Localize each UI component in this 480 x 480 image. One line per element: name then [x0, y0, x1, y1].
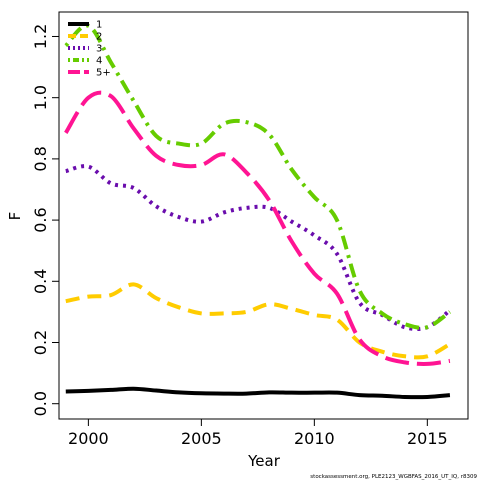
- x-axis: 2000 2005 2010 2015: [68, 419, 448, 448]
- y-axis: 0.0 0.2 0.4 0.6 0.8 1.0 1.2: [31, 24, 59, 416]
- y-tick-label: 0.2: [31, 330, 50, 355]
- x-tick-label: 2000: [68, 429, 109, 448]
- x-tick-label: 2010: [294, 429, 335, 448]
- series-layer: [64, 23, 452, 400]
- x-tick-label: 2015: [407, 429, 448, 448]
- y-tick-label: 0.0: [31, 391, 50, 416]
- series-line-4: [64, 23, 452, 330]
- y-tick-label: 1.0: [31, 85, 50, 110]
- x-tick-label: 2005: [181, 429, 222, 448]
- legend-label: 1: [96, 20, 102, 31]
- legend-label: 4: [96, 56, 102, 67]
- legend-label: 2: [96, 32, 102, 43]
- legend-label: 3: [96, 44, 102, 55]
- x-axis-label: Year: [247, 452, 281, 470]
- legend-label: 5+: [96, 68, 111, 79]
- y-tick-label: 0.6: [31, 207, 50, 232]
- footer-text: stockassessment.org, PLE2123_WGBFAS_2016…: [310, 474, 477, 480]
- series-line-2: [65, 282, 451, 360]
- series-line-1: [65, 386, 451, 400]
- series-line-3: [65, 164, 452, 332]
- y-tick-label: 1.2: [31, 24, 50, 49]
- y-tick-label: 0.8: [31, 146, 50, 171]
- y-axis-label: F: [6, 212, 24, 221]
- y-tick-label: 0.4: [31, 269, 50, 294]
- plot-frame: [58, 11, 469, 420]
- series-line-5: [64, 90, 451, 366]
